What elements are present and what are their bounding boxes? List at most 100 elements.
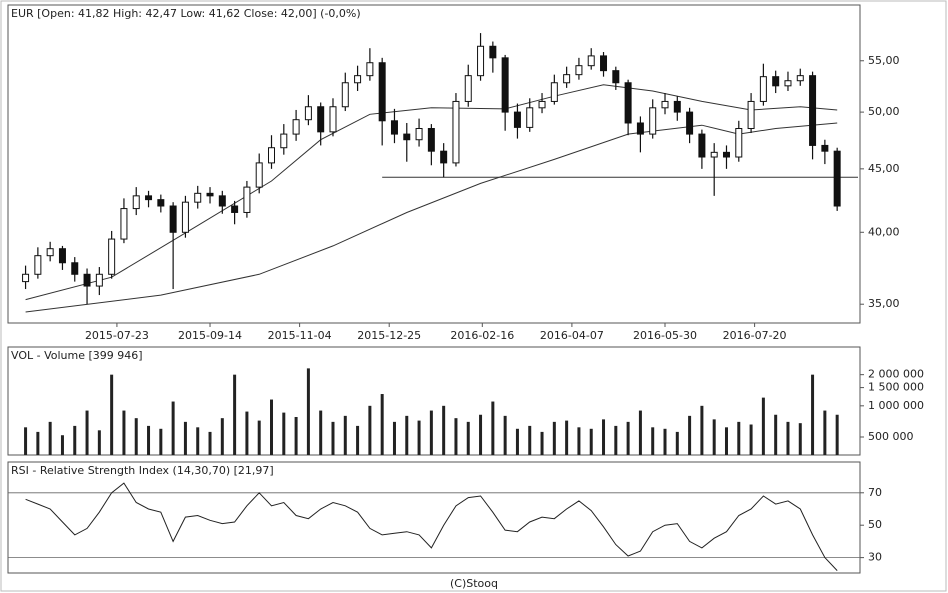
candle-body (440, 150, 448, 164)
volume-bar (503, 415, 507, 455)
candle-body (513, 111, 521, 128)
volume-bar (294, 416, 298, 455)
x-tick-label: 2015-07-23 (85, 329, 149, 342)
volume-bar (552, 421, 556, 455)
volume-bar (835, 414, 839, 455)
x-tick-label: 2015-11-04 (268, 329, 332, 342)
candle-body (587, 55, 595, 67)
candle-body (821, 144, 829, 152)
volume-bar (515, 428, 519, 455)
volume-bar (380, 394, 384, 455)
candle-body (71, 262, 79, 275)
volume-bar (36, 431, 40, 455)
volume-bar (257, 420, 261, 455)
x-tick-label: 2015-09-14 (178, 329, 242, 342)
candle-body (169, 205, 177, 233)
volume-bar (73, 425, 77, 455)
candle-body (526, 107, 534, 128)
volume-bar (626, 421, 630, 455)
y-tick-label: 1 500 000 (868, 381, 924, 394)
candle-body (181, 201, 189, 233)
y-tick-label: 70 (868, 486, 882, 499)
volume-bar (134, 418, 138, 455)
volume-bar (405, 415, 409, 455)
candle-body (354, 75, 362, 84)
candle-body (538, 100, 546, 109)
volume-bar (319, 410, 323, 455)
volume-bar (85, 410, 89, 455)
volume-bar (638, 410, 642, 455)
candle-body (563, 74, 571, 84)
volume-bar (282, 412, 286, 455)
volume-bar (737, 421, 741, 455)
x-tick-label: 2016-02-16 (450, 329, 514, 342)
volume-bar (97, 430, 101, 455)
candle-body (698, 133, 706, 158)
volume-bar (663, 428, 667, 455)
source-label: (C)Stooq (450, 577, 498, 590)
candle-body (833, 150, 841, 207)
panel-title: RSI - Relative Strength Index (14,30,70)… (11, 464, 274, 477)
candle-body (95, 273, 103, 287)
candle-body (83, 273, 91, 287)
candle-body (231, 205, 239, 213)
volume-bar (220, 418, 224, 455)
volume-bar (24, 427, 28, 455)
candle-body (108, 238, 116, 275)
candle-body (46, 248, 54, 257)
panel-frame (7, 461, 861, 574)
y-tick-label: 45,00 (868, 162, 900, 175)
y-tick-label: 30 (868, 551, 882, 564)
candle-body (292, 119, 300, 135)
candle-body (218, 195, 226, 207)
candle-body (34, 255, 42, 275)
volume-bar (712, 419, 716, 455)
volume-bar (479, 414, 483, 455)
candle-body (403, 133, 411, 141)
candle-body (255, 162, 263, 188)
candle-body (341, 82, 349, 108)
x-tick-label: 2016-07-20 (723, 329, 787, 342)
candle-body (673, 100, 681, 113)
volume-bar (811, 374, 815, 455)
candle-body (22, 273, 30, 283)
candle-body (157, 199, 165, 207)
candle-body (600, 55, 608, 72)
candle-body (145, 195, 153, 201)
volume-bar (196, 427, 200, 455)
volume-bar (724, 427, 728, 455)
candle-body (58, 248, 66, 264)
volume-bar (589, 428, 593, 455)
candle-body (501, 57, 509, 113)
volume-bar (651, 427, 655, 455)
y-tick-label: 500 000 (868, 430, 914, 443)
y-tick-label: 35,00 (868, 297, 900, 310)
candle-body (710, 151, 718, 158)
volume-bar (48, 421, 52, 455)
volume-bar (356, 425, 360, 455)
y-tick-label: 50,00 (868, 105, 900, 118)
volume-bar (110, 374, 114, 455)
volume-bar (528, 425, 532, 455)
candle-body (317, 106, 325, 133)
volume-bar (245, 411, 249, 455)
panel-frame (7, 4, 861, 324)
candle-body (378, 62, 386, 122)
candle-body (427, 128, 435, 152)
candle-body (120, 208, 128, 240)
volume-bar (798, 423, 802, 455)
volume-bar (159, 428, 163, 455)
x-tick-label: 2015-12-25 (357, 329, 421, 342)
volume-bar (331, 421, 335, 455)
volume-bar (392, 421, 396, 455)
candle-body (329, 106, 337, 133)
volume-bar (442, 405, 446, 455)
volume-bar (749, 424, 753, 455)
candle-body (452, 100, 460, 164)
x-tick-label: 2016-04-07 (540, 329, 604, 342)
candle-body (649, 107, 657, 135)
candle-body (686, 111, 694, 135)
candle-body (747, 100, 755, 130)
candle-body (304, 106, 312, 121)
candle-body (132, 195, 140, 210)
